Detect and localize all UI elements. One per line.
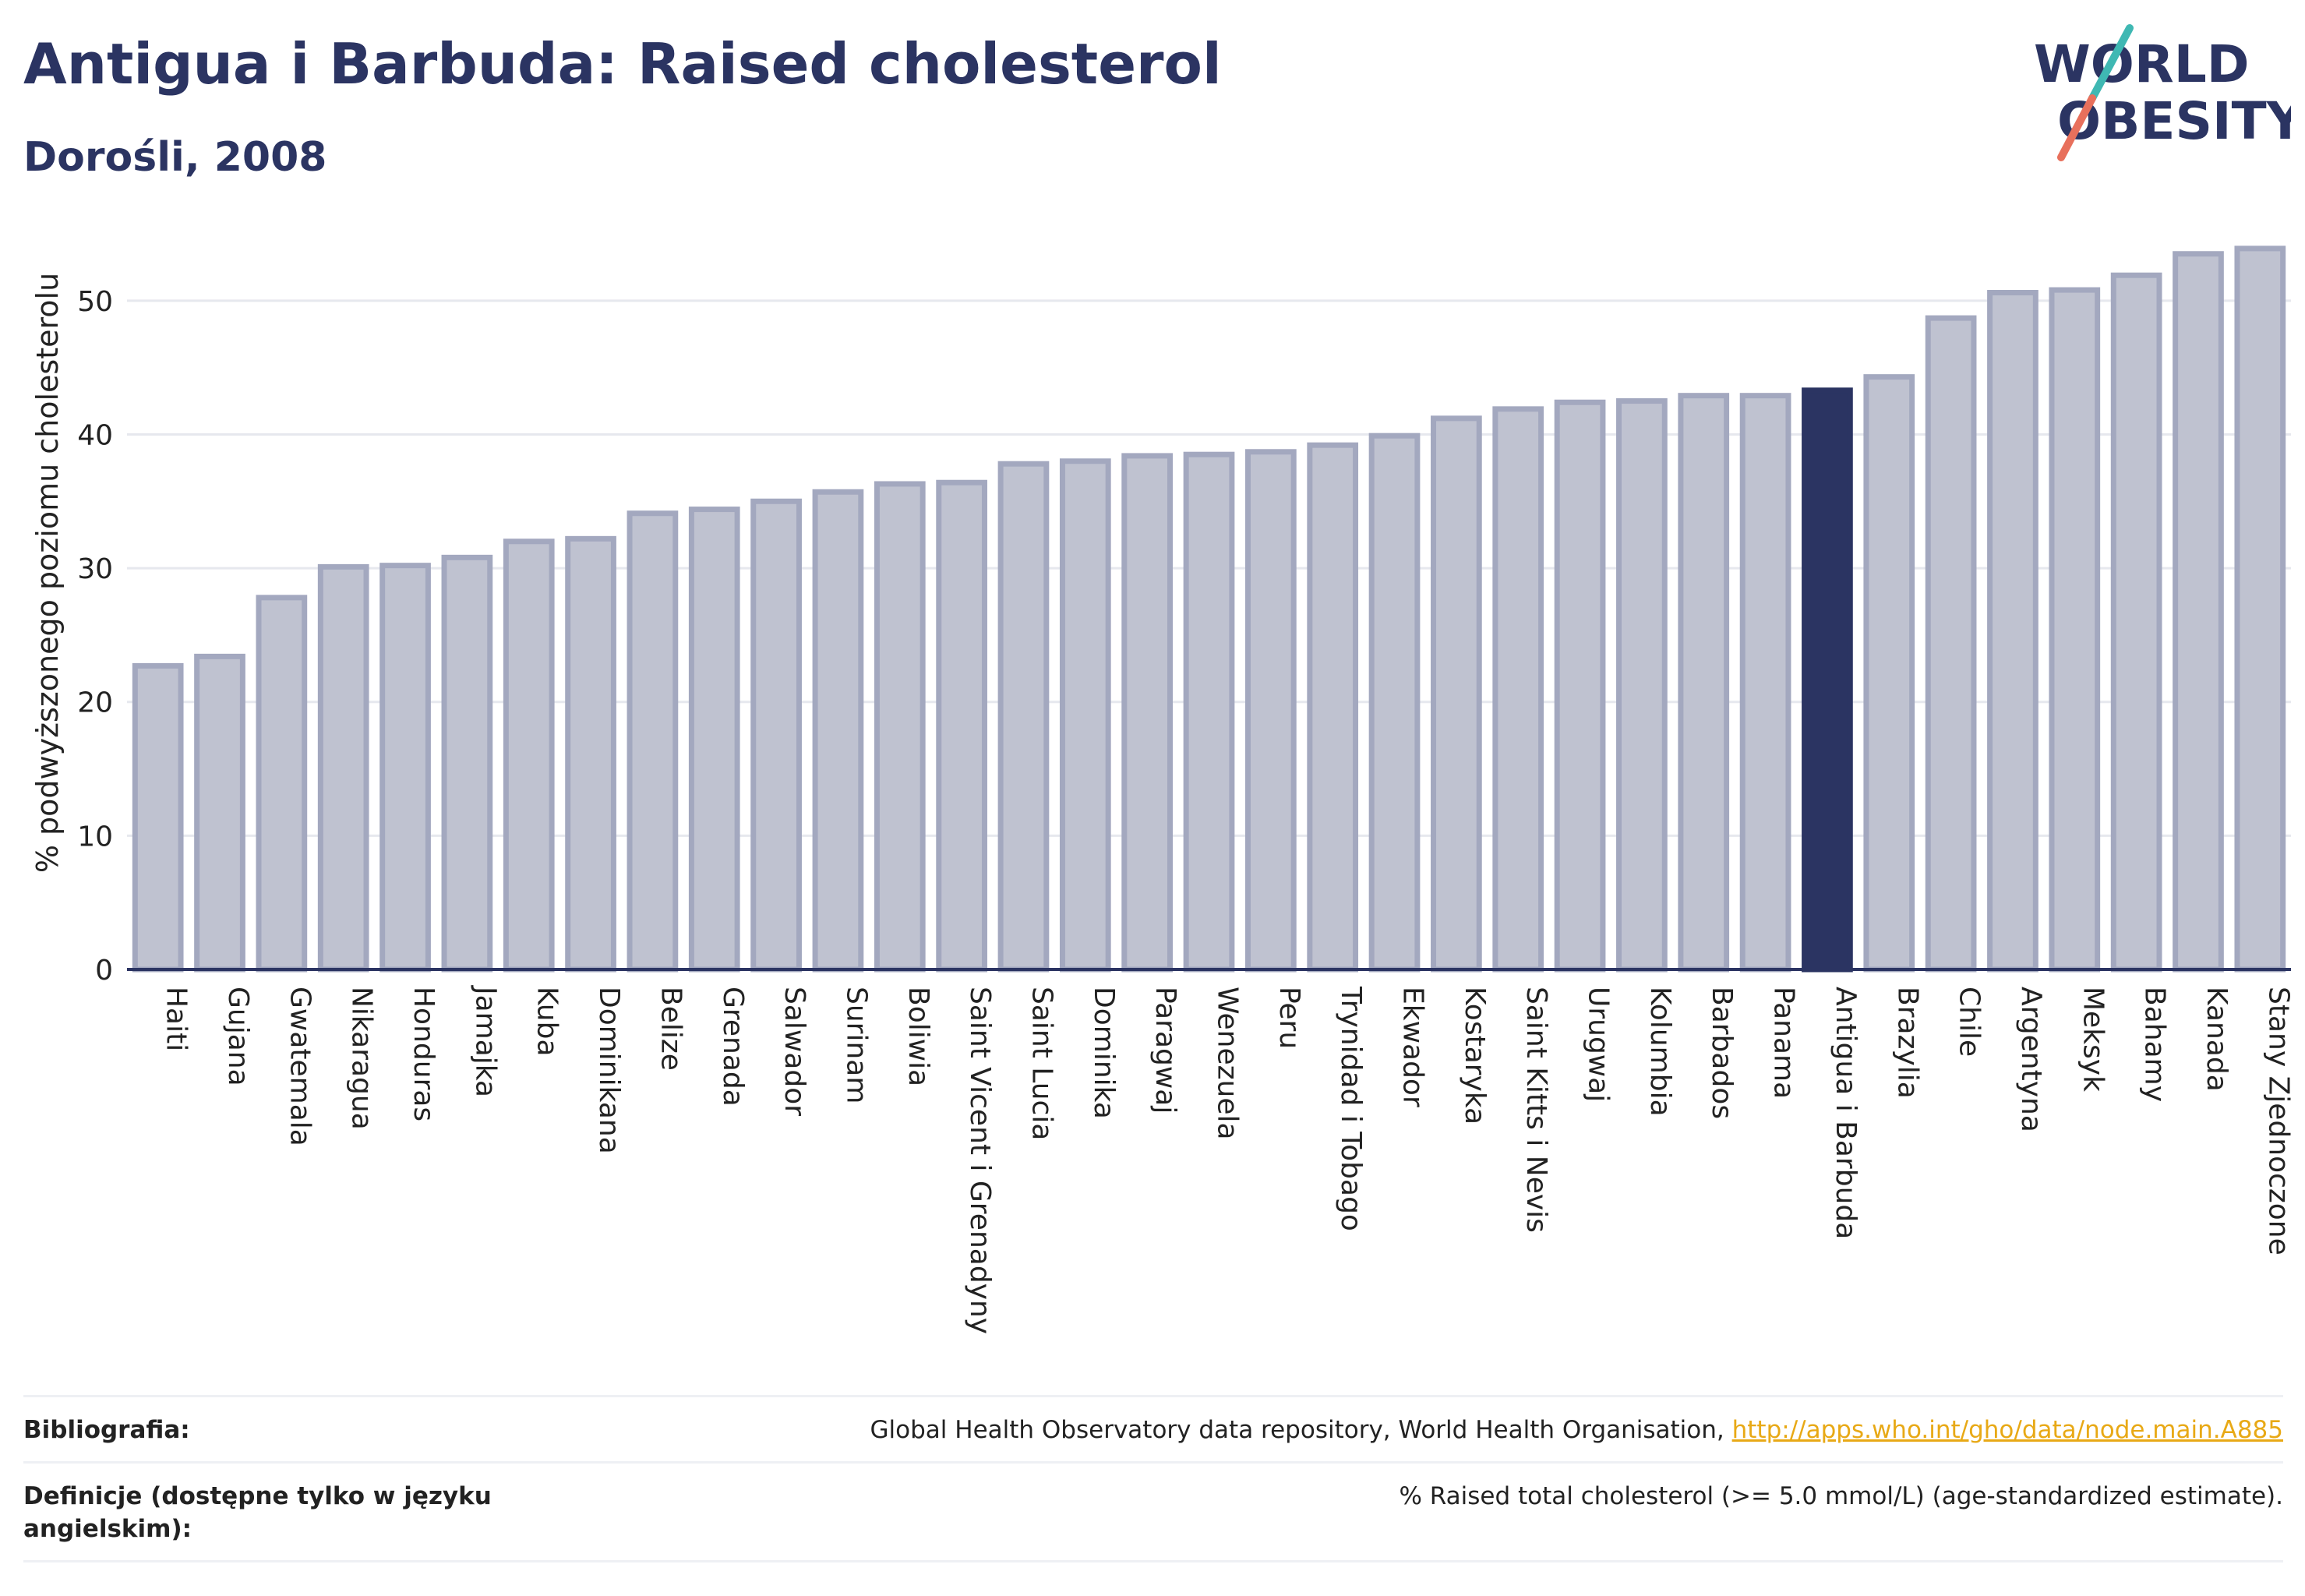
x-tick-label: Bahamy [2139, 987, 2171, 1102]
bar [688, 507, 740, 973]
x-tick-label: Saint Kitts i Nevis [1520, 987, 1552, 1233]
x-tick-label: Kuba [531, 987, 563, 1057]
logo-line1: WORLD [2034, 34, 2250, 94]
bar [1554, 399, 1606, 973]
y-tick-label: 10 [77, 821, 113, 853]
x-tick-label: Nikaragua [346, 987, 378, 1130]
x-tick-label: Chile [1954, 987, 1986, 1057]
x-tick-label: Saint Lucia [1025, 987, 1057, 1140]
x-tick-label: Urugwaj [1583, 987, 1615, 1102]
x-tick-label: Antigua i Barbuda [1830, 987, 1862, 1239]
x-tick-label: Salwador [778, 987, 810, 1116]
x-tick-label: Surinam [840, 987, 872, 1103]
y-tick-labels: 0 10 20 30 40 50 [77, 286, 113, 987]
bar [1244, 449, 1297, 973]
x-tick-label: Honduras [408, 987, 439, 1121]
bibliography-text: Global Health Observatory data repositor… [870, 1416, 1732, 1444]
x-tick-label: Meksyk [2077, 987, 2109, 1092]
definitions-text: % Raised total cholesterol (>= 5.0 mmol/… [1399, 1481, 2283, 1510]
x-tick-label: Argentyna [2015, 987, 2047, 1132]
footer: Bibliografia: Global Health Observatory … [23, 1395, 2283, 1562]
x-tick-label: Kolumbia [1644, 987, 1676, 1117]
bar [1987, 290, 2038, 973]
y-tick-label: 30 [77, 553, 113, 585]
bar [1368, 433, 1421, 973]
bar [997, 461, 1050, 973]
x-tick-label: Peru [1273, 987, 1305, 1049]
bar [627, 510, 679, 973]
bar [2049, 287, 2101, 973]
x-tick-label: Saint Vicent i Grenadyny [964, 987, 996, 1334]
x-tick-label: Belize [655, 987, 687, 1071]
x-tick-label: Haiti [161, 987, 192, 1051]
bar [1616, 398, 1668, 973]
bar [256, 595, 308, 973]
bibliography-label: Bibliografia: [23, 1416, 190, 1444]
bar [2234, 245, 2286, 973]
x-tick-label: Kostaryka [1459, 987, 1491, 1125]
bar [1431, 415, 1482, 973]
bar [379, 563, 431, 973]
x-tick-label: Grenada [717, 987, 749, 1107]
x-tick-label: Gwatemala [284, 987, 316, 1146]
bar [750, 498, 802, 973]
bar [194, 653, 245, 973]
x-tick-label: Jamajka [469, 985, 501, 1097]
x-tick-label: Ekwador [1397, 987, 1429, 1107]
bibliography-row: Bibliografia: Global Health Observatory … [23, 1395, 2283, 1461]
x-tick-label: Barbados [1706, 987, 1738, 1119]
bar [1183, 451, 1235, 973]
bar [1492, 406, 1544, 973]
bar-highlighted [1802, 387, 1853, 973]
bar [1059, 458, 1111, 973]
x-tick-label: Boliwia [902, 987, 934, 1086]
x-tick-label: Dominikana [593, 987, 625, 1154]
page-subtitle: Dorośli, 2008 [23, 134, 327, 181]
bar [503, 538, 555, 973]
x-tick-label: Gujana [222, 987, 254, 1086]
world-obesity-logo: WORLD OBESITY [2034, 24, 2291, 161]
page-title: Antigua i Barbuda: Raised cholesterol [23, 31, 1222, 97]
bar [1307, 442, 1359, 973]
x-tick-label: Trynidad i Tobago [1335, 986, 1367, 1231]
bar [317, 563, 369, 973]
bar [1925, 315, 1977, 973]
bar [1121, 453, 1174, 973]
bars [132, 245, 2286, 973]
bar [1678, 393, 1730, 973]
logo-line2: OBESITY [2057, 91, 2291, 151]
bar [2110, 272, 2162, 973]
bar [2173, 251, 2224, 973]
y-tick-label: 0 [95, 955, 113, 987]
bar [441, 554, 493, 973]
x-tick-label: Stany Zjednoczone [2262, 987, 2294, 1255]
bar [1739, 393, 1791, 973]
bar [132, 662, 184, 973]
bar-chart: 0 10 20 30 40 50 Haiti Gujana Gwatemala Nikaragu… [30, 245, 2295, 1334]
y-axis-label: % podwyższonego poziomu cholesterolu [30, 273, 65, 873]
x-tick-label: Panama [1768, 987, 1800, 1099]
bar [812, 489, 864, 973]
bibliography-link[interactable]: http://apps.who.int/gho/data/node.main.A… [1731, 1416, 2283, 1444]
bibliography-value: Global Health Observatory data repositor… [870, 1414, 2283, 1447]
x-tick-label: Dominika [1088, 987, 1120, 1119]
bar [936, 479, 987, 973]
x-tick-label: Kanada [2201, 987, 2233, 1092]
bar [565, 535, 616, 973]
definitions-row: Definicje (dostępne tylko w języku angie… [23, 1460, 2283, 1562]
y-tick-label: 20 [77, 687, 113, 719]
logo-slash-red [2057, 94, 2096, 161]
x-tick-label: Wenezuela [1212, 987, 1244, 1140]
logo-slash-teal [2088, 24, 2134, 102]
x-tick-labels: Haiti Gujana Gwatemala Nikaragua Honduras Jam… [161, 985, 2295, 1334]
x-tick-label: Brazylia [1891, 987, 1923, 1099]
bar [874, 481, 926, 973]
x-tick-label: Paragwaj [1149, 987, 1181, 1114]
bar [1863, 374, 1915, 973]
y-tick-label: 50 [77, 286, 113, 318]
definitions-label: Definicje (dostępne tylko w języku angie… [23, 1481, 492, 1543]
y-tick-label: 40 [77, 419, 113, 451]
